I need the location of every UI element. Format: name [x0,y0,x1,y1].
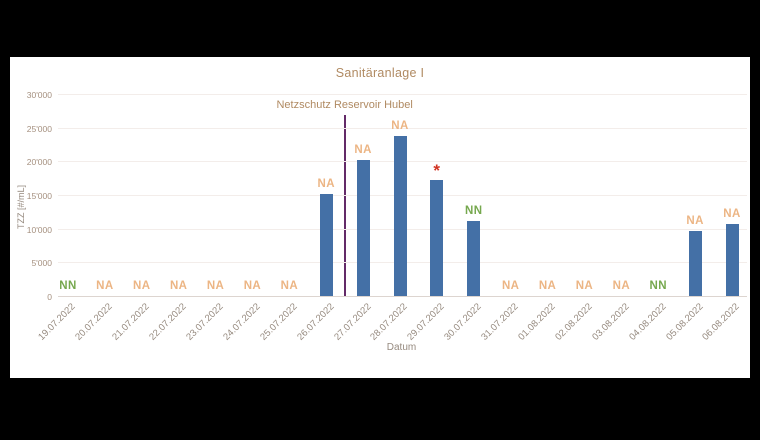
plot-area: Netzschutz Reservoir Hubel 0 5'000 10'000 1… [10,57,750,378]
y-tick-label: 20'000 [26,157,52,168]
annotation-label: NA [723,207,741,220]
gridline [58,94,747,95]
x-tick-label: 26.07.2022 [294,301,337,343]
annotation-label: NN [649,280,667,292]
event-line [343,115,346,296]
x-tick-label: 03.08.2022 [590,301,632,343]
y-tick-label: 5'000 [31,258,52,269]
annotation-label: NA [391,119,409,132]
annotation-label: NA [206,280,225,292]
annotation-label: NA [538,280,557,292]
x-tick-label: 31.07.2022 [479,301,521,343]
x-tick-label: 02.08.2022 [553,301,595,343]
annotation-label: NA [686,215,704,228]
x-tick-label: 27.07.2022 [331,301,374,343]
annotation-label: NA [354,143,372,156]
bar [688,231,702,296]
x-tick-label: 23.07.2022 [184,301,226,343]
bar [725,223,739,296]
x-tick-label: 21.07.2022 [110,301,152,343]
bar [430,179,444,296]
annotation-label: NA [501,280,520,292]
x-tick-label: 24.07.2022 [221,301,263,343]
annotation-label: NA [317,177,335,190]
bar [393,135,407,296]
annotation-label: NA [612,280,631,292]
x-tick-label: 28.07.2022 [368,301,411,343]
x-tick-label: 22.07.2022 [147,301,189,343]
x-tick-label: 20.07.2022 [73,301,115,343]
x-tick-label: 30.07.2022 [442,301,484,343]
annotation-label: NA [133,280,151,292]
bar [319,193,333,296]
y-tick-label: 30'000 [26,90,52,100]
y-tick-label: 10'000 [26,224,52,235]
chart-panel: Sanitäranlage I TZZ [#/mL] Datum Netzsch… [10,57,750,378]
x-axis-baseline [58,296,747,297]
event-line-label: Netzschutz Reservoir Hubel [276,99,413,111]
annotation-label: NN [59,280,77,292]
x-tick-label: 29.07.2022 [405,301,447,343]
y-tick-label: 0 [47,292,52,302]
annotation-label: NN [465,205,483,218]
x-axis-label: Datum [386,342,417,353]
annotation-label: NA [280,280,299,292]
bar [467,221,481,296]
gridline [58,127,747,129]
annotation-label: NA [169,280,188,292]
x-tick-label: 04.08.2022 [626,301,669,343]
x-tick-label: 19.07.2022 [36,301,79,343]
chart-title: Sanitäranlage I [335,66,425,80]
x-tick-label: 01.08.2022 [516,301,558,343]
y-tick-label: 15'000 [26,191,52,201]
annotation-label: NA [243,280,262,292]
y-tick-label: 25'000 [26,123,52,134]
annotation-asterisk: * [433,160,441,180]
x-tick-label: 06.08.2022 [700,301,743,343]
annotation-label: NA [575,280,594,292]
x-tick-label: 25.07.2022 [258,301,300,343]
bar [356,159,370,296]
annotation-label: NA [96,280,114,292]
x-tick-label: 05.08.2022 [663,301,706,343]
